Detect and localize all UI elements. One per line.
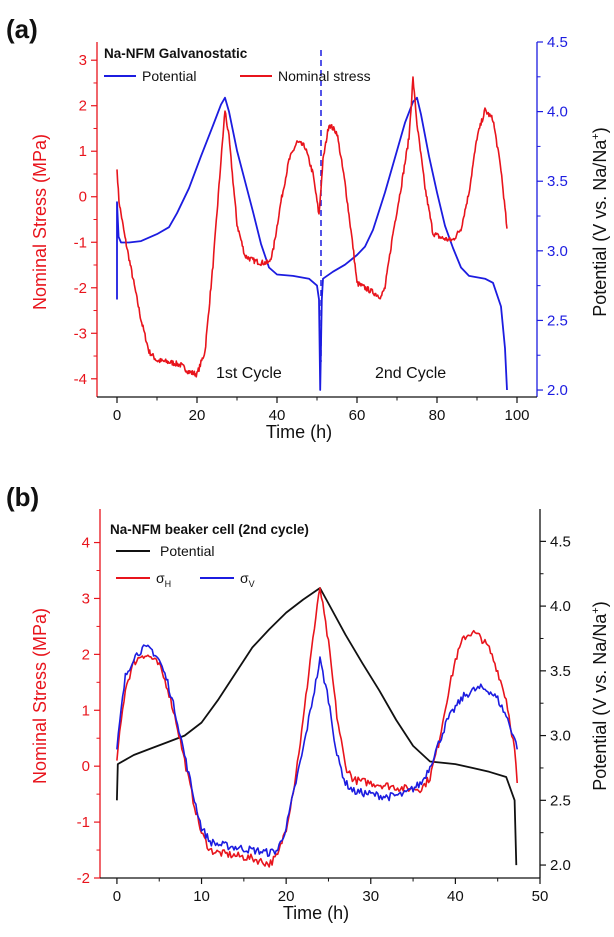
- left-tick-label: 3: [82, 590, 90, 607]
- left-tick-label: -1: [77, 814, 90, 831]
- panel-a-right-y-label: Potential (V vs. Na/Na+): [590, 127, 610, 317]
- x-tick-label: 0: [113, 888, 121, 905]
- legend-label-potential-b: Potential: [160, 543, 214, 559]
- right-tick-label: 4.0: [547, 104, 568, 121]
- left-tick-label: -1: [74, 234, 87, 251]
- left-tick-label: -2: [77, 870, 90, 887]
- left-tick-label: 0: [79, 189, 87, 206]
- x-tick-label: 20: [189, 407, 206, 424]
- panel-b-series: [116, 587, 518, 868]
- x-tick-label: 50: [532, 888, 549, 905]
- x-tick-label: 20: [278, 888, 295, 905]
- panel-b-x-label: Time (h): [283, 903, 349, 923]
- x-tick-label: 30: [362, 888, 379, 905]
- panel-b-legend: Potential σH σV: [116, 543, 255, 589]
- right-tick-label: 3.5: [550, 663, 571, 680]
- panel-b-right-y-label: Potential (V vs. Na/Na+): [590, 601, 610, 791]
- x-tick-label: 100: [504, 407, 529, 424]
- right-tick-label: 4.5: [547, 34, 568, 51]
- panel-b-left-ticks: -2 -1 0 1 2 3 4: [77, 535, 100, 887]
- series-line-potential: [116, 96, 508, 391]
- x-tick-label: 10: [193, 888, 210, 905]
- right-tick-label: 4.0: [550, 598, 571, 615]
- panel-a: (a) 0 20 40 60 80 100 -4 -3 -2 -1 0 1 2 3 2.0 2.5 3.0 3…: [6, 14, 610, 442]
- series-line--v: [116, 644, 518, 857]
- left-tick-label: 2: [82, 646, 90, 663]
- right-tick-label: 2.0: [547, 382, 568, 399]
- left-tick-label: -2: [74, 280, 87, 297]
- left-tick-label: 1: [82, 702, 90, 719]
- panel-a-legend: Potential Nominal stress: [104, 68, 371, 84]
- left-tick-label: 0: [82, 758, 90, 775]
- legend-label-sigma-v: σV: [240, 570, 255, 589]
- panel-a-series: [116, 76, 508, 391]
- right-tick-label: 3.5: [547, 173, 568, 190]
- panel-a-title: Na-NFM Galvanostatic: [104, 46, 248, 61]
- left-tick-label: 1: [79, 143, 87, 160]
- x-tick-label: 0: [113, 407, 121, 424]
- right-tick-label: 2.5: [550, 792, 571, 809]
- series-line--h: [116, 587, 518, 868]
- panel-b: (b) 0 10 20 30 40 50 -2 -1 0 1 2 3 4 2.0 2.5 3.0 3.5 4.…: [6, 482, 610, 923]
- left-tick-label: -3: [74, 325, 87, 342]
- left-tick-label: 2: [79, 98, 87, 115]
- series-line-nominal-stress: [116, 76, 508, 378]
- x-tick-label: 60: [349, 407, 366, 424]
- left-tick-label: 3: [79, 52, 87, 69]
- x-tick-label: 80: [429, 407, 446, 424]
- right-tick-label: 4.5: [550, 533, 571, 550]
- legend-label-sigma-h: σH: [156, 570, 171, 589]
- right-tick-label: 2.0: [550, 857, 571, 874]
- panel-b-title: Na-NFM beaker cell (2nd cycle): [110, 522, 309, 537]
- left-tick-label: 4: [82, 535, 90, 552]
- annotation-1st-cycle: 1st Cycle: [216, 365, 282, 382]
- panel-a-right-ticks: 2.0 2.5 3.0 3.5 4.0 4.5: [537, 34, 568, 399]
- x-tick-label: 40: [447, 888, 464, 905]
- right-tick-label: 3.0: [550, 728, 571, 745]
- legend-label-nominal-stress: Nominal stress: [278, 68, 371, 84]
- left-tick-label: -4: [74, 371, 87, 388]
- panel-b-x-ticks: 0 10 20 30 40 50: [113, 878, 549, 905]
- legend-label-potential: Potential: [142, 68, 196, 84]
- annotation-2nd-cycle: 2nd Cycle: [375, 365, 446, 382]
- right-tick-label: 2.5: [547, 312, 568, 329]
- panel-a-label: (a): [6, 14, 38, 44]
- panel-b-left-y-label: Nominal Stress (MPa): [30, 608, 50, 784]
- panel-b-right-ticks: 2.0 2.5 3.0 3.5 4.0 4.5: [540, 533, 571, 874]
- right-tick-label: 3.0: [547, 243, 568, 260]
- x-tick-label: 40: [269, 407, 286, 424]
- panel-a-x-ticks: 0 20 40 60 80 100: [113, 397, 530, 424]
- panel-b-label: (b): [6, 482, 39, 512]
- panel-a-x-label: Time (h): [266, 422, 332, 442]
- panel-a-left-ticks: -4 -3 -2 -1 0 1 2 3: [74, 52, 97, 388]
- panel-a-left-y-label: Nominal Stress (MPa): [30, 134, 50, 310]
